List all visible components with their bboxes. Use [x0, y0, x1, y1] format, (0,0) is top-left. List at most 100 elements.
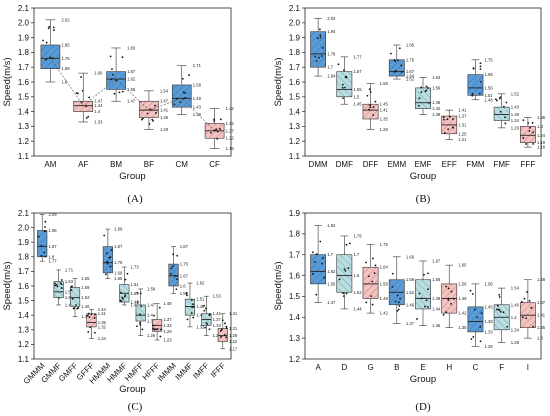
sample-point: [49, 56, 52, 59]
x-tick-label: I: [527, 363, 529, 372]
sample-point: [319, 240, 322, 243]
iqr-box: [493, 106, 510, 121]
stat-label: 1.41: [537, 313, 546, 318]
x-tick-label: CF: [209, 160, 220, 169]
box-f: 1.54 1.46 1.4 1.34 1.28: [493, 286, 520, 345]
median-trend-line: [50, 58, 215, 132]
y-tick-label: 1.6: [289, 78, 301, 87]
x-tick-label: FMF: [493, 160, 510, 169]
x-tick-label: DFF: [363, 160, 379, 169]
sample-point: [319, 36, 322, 39]
box-immf: 1.62 1.51 1.46 1.4 1.32: [184, 281, 205, 329]
sample-point: [71, 297, 74, 300]
stat-label: 1.71: [193, 63, 202, 68]
iqr-box: [362, 266, 379, 299]
iqr-box: [519, 126, 536, 143]
panel-label: (A): [127, 193, 143, 205]
sample-point: [44, 230, 47, 233]
sample-point: [213, 129, 216, 132]
stat-label: 1.43: [511, 105, 520, 110]
box-hfff: 1.48 1.371.331.29 1.23: [152, 301, 172, 343]
stat-label: 1.47: [160, 99, 169, 104]
stat-label: 1.62: [127, 77, 136, 82]
sample-point: [141, 117, 144, 120]
y-tick-label: 1.6: [18, 78, 30, 87]
sample-point: [85, 105, 88, 108]
sample-point: [369, 91, 372, 93]
iqr-box: [336, 71, 353, 98]
stat-label: 1.66: [94, 71, 103, 76]
sample-point: [502, 105, 505, 108]
sample-point: [396, 294, 399, 297]
stat-label: 1.73: [131, 265, 140, 270]
sample-point: [479, 326, 482, 328]
sample-point: [442, 116, 445, 118]
sample-point: [77, 306, 80, 309]
sample-point: [88, 96, 91, 99]
sample-point: [499, 110, 502, 113]
sample-point: [502, 311, 505, 314]
y-tick-label: 2.1: [289, 4, 301, 13]
stat-label: 1.64: [406, 74, 415, 79]
sample-point: [52, 26, 55, 29]
x-tick-label: BM: [110, 160, 122, 169]
sample-point: [368, 108, 370, 111]
iqr-box: [135, 304, 146, 322]
box-emf: 1.63 1.56 1.461.421.38: [415, 75, 441, 117]
stat-label: 1.51: [485, 93, 494, 98]
stat-label: 1.69: [406, 254, 415, 259]
sample-point: [88, 316, 91, 319]
stat-label: 1.22: [229, 339, 238, 344]
stat-label: 1.35: [537, 325, 546, 330]
y-tick-label: 1.9: [289, 33, 301, 42]
x-axis-title: Group: [119, 171, 145, 182]
sample-point: [480, 312, 483, 315]
sample-point: [365, 301, 368, 304]
stat-label: 1.3: [537, 336, 543, 341]
sample-point: [367, 275, 370, 278]
sample-point: [479, 65, 482, 68]
stat-label: 1.45: [485, 304, 494, 309]
sample-point: [94, 313, 96, 316]
sample-point: [314, 55, 317, 58]
sample-point: [221, 319, 224, 322]
sample-point: [139, 292, 142, 295]
y-tick-label: 1.7: [289, 63, 301, 72]
sample-point: [111, 68, 113, 71]
stat-label: 1.47: [65, 302, 74, 307]
stat-label: 1.28: [380, 127, 389, 132]
stat-label: 1.65: [81, 276, 90, 281]
sample-point: [136, 291, 139, 294]
y-tick-label: 2.0: [289, 19, 301, 28]
x-tick-label: DMF: [336, 160, 353, 169]
stat-label: 1.38: [511, 112, 520, 117]
stat-label: 1.59: [380, 81, 389, 86]
stat-label: 1.37: [406, 321, 415, 326]
sample-point: [498, 293, 501, 296]
sample-point: [60, 283, 63, 286]
y-tick-label: 1.2: [18, 137, 30, 146]
sample-point: [56, 285, 59, 288]
y-tick-label: 1.8: [18, 48, 30, 57]
sample-point: [153, 314, 156, 317]
sample-point: [148, 123, 151, 125]
box-dmf: 1.77 1.67 1.55 1.5 1.45: [336, 54, 362, 107]
stat-label: 1.39: [81, 314, 90, 319]
sample-point: [225, 336, 228, 339]
box-c: 1.56 1.45 1.38 1.33 1.26: [467, 281, 494, 349]
sample-point: [119, 299, 122, 302]
box-dff: 1.59 1.451.41 1.35 1.28: [362, 81, 389, 132]
sample-point: [104, 273, 107, 276]
x-tick-label: H: [446, 363, 452, 372]
sample-point: [43, 251, 46, 254]
chart-panel-b: 1.1 1.2 1.3 1.4 1.5 1.6 1.7 1.8 1.9 2.0 2.1 Speed(m…: [273, 4, 546, 205]
y-tick-label: 1.7: [289, 251, 301, 260]
sample-point: [321, 46, 324, 49]
stat-label: 1.48: [485, 97, 494, 102]
sample-point: [152, 327, 155, 330]
stat-label: 1.49: [458, 296, 467, 301]
sample-point: [158, 306, 161, 309]
x-tick-label: IMFF: [191, 361, 211, 381]
sample-point: [315, 60, 318, 62]
sample-point: [521, 316, 524, 319]
